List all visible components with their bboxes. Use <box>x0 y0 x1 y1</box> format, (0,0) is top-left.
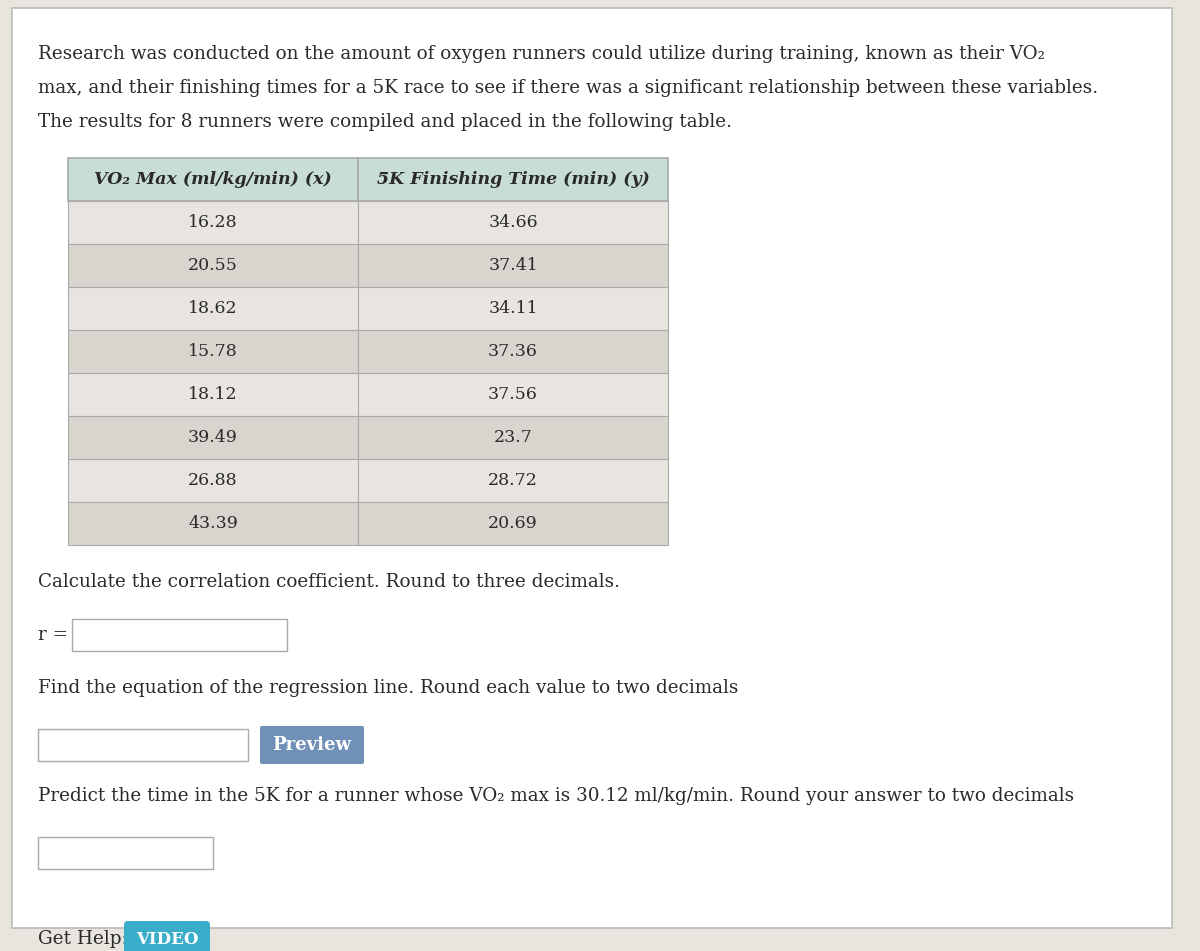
Text: 18.62: 18.62 <box>188 300 238 317</box>
Text: Preview: Preview <box>272 736 352 754</box>
Text: 43.39: 43.39 <box>188 515 238 532</box>
Text: 18.12: 18.12 <box>188 386 238 403</box>
Text: 26.88: 26.88 <box>188 472 238 489</box>
Bar <box>358 459 668 502</box>
Text: Find the equation of the regression line. Round each value to two decimals: Find the equation of the regression line… <box>38 679 738 697</box>
Text: 37.41: 37.41 <box>488 257 538 274</box>
Text: Get Help:: Get Help: <box>38 930 127 948</box>
Text: r =: r = <box>38 626 68 644</box>
Text: 16.28: 16.28 <box>188 214 238 231</box>
Bar <box>68 330 358 373</box>
Bar <box>358 244 668 287</box>
Bar <box>68 416 358 459</box>
Text: 28.72: 28.72 <box>488 472 538 489</box>
Bar <box>358 502 668 545</box>
Bar <box>68 158 358 201</box>
FancyBboxPatch shape <box>124 921 210 951</box>
Text: Calculate the correlation coefficient. Round to three decimals.: Calculate the correlation coefficient. R… <box>38 573 620 591</box>
Bar <box>38 729 248 761</box>
Text: 34.66: 34.66 <box>488 214 538 231</box>
Bar <box>68 373 358 416</box>
Text: 37.56: 37.56 <box>488 386 538 403</box>
Text: 37.36: 37.36 <box>488 343 538 360</box>
Bar <box>68 244 358 287</box>
Text: The results for 8 runners were compiled and placed in the following table.: The results for 8 runners were compiled … <box>38 113 732 131</box>
Bar <box>68 287 358 330</box>
Bar <box>358 416 668 459</box>
Text: 20.69: 20.69 <box>488 515 538 532</box>
Text: 23.7: 23.7 <box>493 429 533 446</box>
Text: VO₂ Max (ml/kg/min) (x): VO₂ Max (ml/kg/min) (x) <box>94 171 332 188</box>
Bar <box>358 373 668 416</box>
Bar <box>358 330 668 373</box>
Bar <box>358 201 668 244</box>
Text: 5K Finishing Time (min) (y): 5K Finishing Time (min) (y) <box>377 171 649 188</box>
Text: 15.78: 15.78 <box>188 343 238 360</box>
Text: 20.55: 20.55 <box>188 257 238 274</box>
Bar <box>72 619 287 651</box>
Text: max, and their finishing times for a 5K race to see if there was a significant r: max, and their finishing times for a 5K … <box>38 79 1098 97</box>
Bar <box>68 459 358 502</box>
Bar <box>38 837 214 869</box>
Bar <box>68 502 358 545</box>
Text: 39.49: 39.49 <box>188 429 238 446</box>
Bar <box>358 287 668 330</box>
Bar <box>68 201 358 244</box>
FancyBboxPatch shape <box>260 726 364 764</box>
Text: Predict the time in the 5K for a runner whose VO₂ max is 30.12 ml/kg/min. Round : Predict the time in the 5K for a runner … <box>38 787 1074 805</box>
Text: VIDEO: VIDEO <box>136 931 198 948</box>
Text: 34.11: 34.11 <box>488 300 538 317</box>
Bar <box>358 158 668 201</box>
Text: Research was conducted on the amount of oxygen runners could utilize during trai: Research was conducted on the amount of … <box>38 45 1045 63</box>
